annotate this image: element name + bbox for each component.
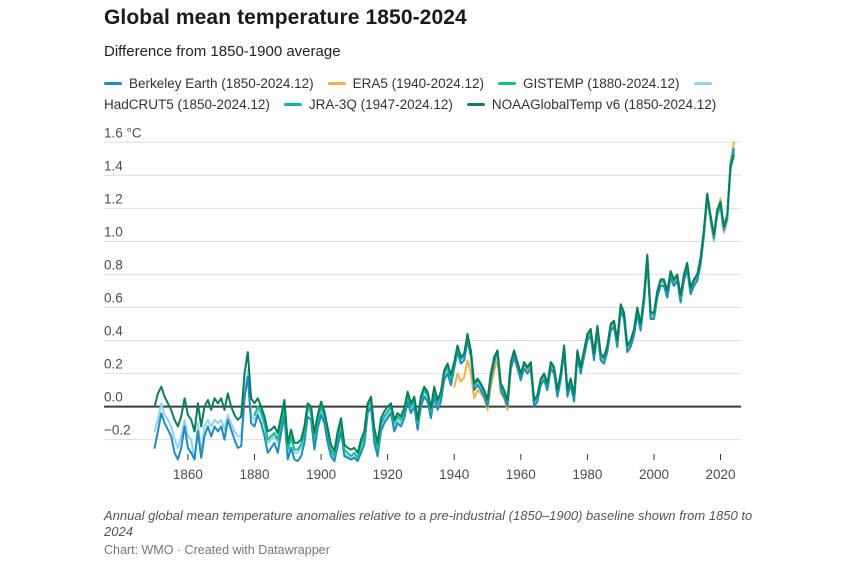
y-axis-tick-label: 0.4 — [104, 324, 123, 339]
x-axis-tick-label: 2020 — [705, 467, 735, 482]
series-line-noaa — [153, 154, 735, 454]
legend-swatch-icon — [283, 102, 302, 106]
y-axis-tick-label: 0.8 — [104, 257, 123, 272]
series-line-era5 — [453, 141, 735, 411]
legend-swatch-icon — [466, 102, 485, 106]
chart-title: Global mean temperature 1850-2024 — [104, 6, 467, 29]
chart-subtitle: Difference from 1850-1900 average — [104, 43, 341, 60]
legend-label: Berkeley Earth (1850-2024.12) — [129, 76, 314, 91]
x-axis-tick-label: 1960 — [506, 467, 536, 482]
legend-swatch-icon — [327, 81, 346, 85]
y-axis-tick-label: −0.2 — [104, 423, 131, 438]
legend-swatch-icon — [693, 81, 712, 85]
chart-note: Annual global mean temperature anomalies… — [104, 508, 753, 539]
y-axis-tick-label: 1.6 °C — [104, 125, 142, 140]
legend-item-hadcrut5: HadCRUT5 (1850-2024.12) — [104, 76, 719, 112]
y-axis-tick-label: 1.4 — [104, 158, 123, 173]
legend-label: ERA5 (1940-2024.12) — [352, 76, 484, 91]
x-axis-tick-label: 1860 — [173, 467, 203, 482]
legend-label: NOAAGlobalTemp v6 (1850-2024.12) — [491, 97, 717, 112]
legend-swatch-icon — [104, 81, 122, 85]
y-axis-tick-label: 0.2 — [104, 357, 123, 372]
legend-label: GISTEMP (1880-2024.12) — [522, 76, 680, 91]
y-axis-tick-label: 1.2 — [104, 191, 123, 206]
x-axis-tick-label: 1920 — [373, 467, 403, 482]
series-line-gistemp — [253, 151, 735, 459]
chart-credit: Chart: WMO · Created with Datawrapper — [104, 543, 330, 557]
chart-legend: Berkeley Earth (1850-2024.12) ERA5 (1940-… — [104, 73, 754, 115]
x-axis-tick-label: 1900 — [306, 467, 336, 482]
legend-item-berkeley: Berkeley Earth (1850-2024.12) — [104, 76, 314, 91]
legend-item-gistemp: GISTEMP (1880-2024.12) — [497, 76, 680, 91]
legend-item-era5: ERA5 (1940-2024.12) — [327, 76, 484, 91]
x-axis-tick-label: 1980 — [572, 467, 602, 482]
y-axis-tick-label: 0.0 — [104, 390, 123, 405]
x-axis-tick-label: 1940 — [439, 467, 469, 482]
legend-label: JRA-3Q (1947-2024.12) — [308, 97, 453, 112]
y-axis-tick-label: 1.0 — [104, 224, 123, 239]
y-axis-tick-label: 0.6 — [104, 291, 123, 306]
legend-label: HadCRUT5 (1850-2024.12) — [104, 97, 270, 112]
legend-item-noaa: NOAAGlobalTemp v6 (1850-2024.12) — [466, 97, 717, 112]
legend-item-jra3q: JRA-3Q (1947-2024.12) — [283, 97, 453, 112]
x-axis-tick-label: 1880 — [239, 467, 269, 482]
legend-swatch-icon — [497, 81, 516, 85]
x-axis-tick-label: 2000 — [639, 467, 669, 482]
